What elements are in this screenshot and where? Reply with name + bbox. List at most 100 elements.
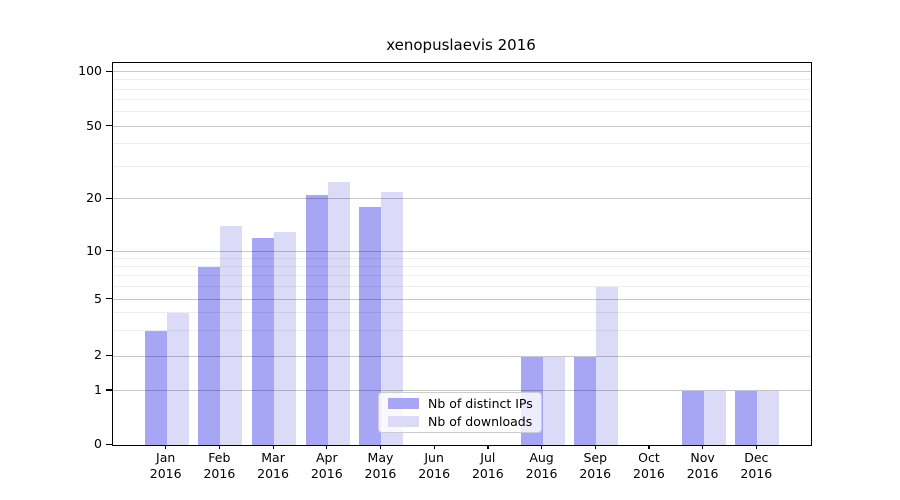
x-tick-label-mar: Mar 2016 [241,450,305,482]
minor-gridline-30 [113,166,811,168]
y-tick-label-20: 20 [86,190,102,206]
x-tick-mark-jan [165,445,167,449]
y-tick-mark-1 [106,389,112,391]
x-tick-year: 2016 [418,466,451,481]
x-tick-label-aug: Aug 2016 [510,450,574,482]
major-gridline-50 [113,125,811,127]
bar-downloads-jan [166,313,189,445]
x-tick-year: 2016 [525,466,558,481]
bar-downloads-aug [542,356,565,445]
y-tick-label-2: 2 [94,347,102,363]
x-tick-month: Apr [315,450,338,465]
x-tick-label-apr: Apr 2016 [295,450,359,482]
x-tick-year: 2016 [310,466,343,481]
y-tick-mark-5 [106,298,112,300]
minor-gridline-40 [113,143,811,145]
x-tick-year: 2016 [257,466,289,481]
bar-distinct-ips-feb [198,267,221,445]
bar-downloads-feb [220,226,243,445]
bar-distinct-ips-sep [574,356,597,445]
x-tick-label-oct: Oct 2016 [617,450,681,482]
x-tick-year: 2016 [686,466,719,481]
x-tick-mark-mar [272,445,274,449]
major-gridline-10 [113,250,811,252]
x-tick-month: Mar [261,450,285,465]
bar-downloads-nov [703,391,726,445]
y-tick-mark-10 [106,250,112,252]
x-tick-month: Jul [480,450,496,465]
minor-gridline-70 [113,99,811,101]
bar-distinct-ips-nov [681,391,704,445]
x-tick-label-feb: Feb 2016 [187,450,251,482]
x-tick-label-dec: Dec 2016 [724,450,788,482]
y-tick-mark-0 [106,443,112,445]
x-tick-month: Jun [424,450,444,465]
y-tick-mark-20 [106,197,112,199]
x-tick-month: Dec [744,450,769,465]
x-tick-mark-feb [218,445,221,449]
x-tick-year: 2016 [579,466,612,481]
legend-label-downloads: Nb of downloads [428,414,533,429]
legend: Nb of distinct IPs Nb of downloads [378,392,542,433]
x-tick-year: 2016 [740,466,773,481]
x-tick-year: 2016 [149,466,182,481]
bar-downloads-mar [274,231,297,445]
x-tick-mark-apr [326,445,328,449]
x-tick-mark-sep [594,445,596,449]
legend-swatch-distinct-ips [388,398,419,409]
x-tick-month: Aug [529,450,554,465]
minor-gridline-60 [113,111,811,113]
x-tick-month: May [367,450,394,465]
y-tick-label-0: 0 [94,436,102,451]
x-tick-label-sep: Sep 2016 [563,450,627,482]
x-tick-label-nov: Nov 2016 [671,450,735,482]
x-tick-label-jul: Jul 2016 [456,450,520,482]
bar-downloads-apr [327,181,350,445]
minor-gridline-80 [113,88,811,90]
minor-gridline-9 [113,258,811,259]
x-tick-month: Oct [638,450,660,465]
x-tick-mark-may [379,445,382,449]
bar-downloads-may [381,191,404,445]
x-tick-mark-dec [755,445,757,449]
x-tick-label-jun: Jun 2016 [402,450,466,482]
x-tick-label-may: May 2016 [348,450,412,482]
x-tick-month: Sep [583,450,607,465]
bar-distinct-ips-apr [305,195,328,445]
x-tick-year: 2016 [471,466,504,481]
x-tick-month: Nov [690,450,715,465]
x-tick-mark-oct [648,445,650,449]
x-tick-month: Jan [156,450,176,465]
y-tick-label-10: 10 [86,242,102,258]
bar-downloads-sep [596,287,619,445]
bar-distinct-ips-may [359,207,382,445]
y-tick-label-100: 100 [78,63,102,78]
x-tick-mark-nov [702,445,704,449]
x-tick-mark-jun [433,445,435,449]
y-tick-label-1: 1 [94,381,102,397]
bar-distinct-ips-mar [252,237,275,445]
y-tick-label-50: 50 [86,117,102,133]
x-tick-label-jan: Jan 2016 [134,450,198,482]
x-tick-year: 2016 [203,466,236,481]
chart-title: xenopuslaevis 2016 [386,36,536,54]
y-tick-mark-50 [106,125,112,127]
x-tick-year: 2016 [633,466,665,481]
x-tick-year: 2016 [364,466,397,481]
major-gridline-100 [113,71,811,73]
bar-distinct-ips-jan [144,331,167,445]
bar-distinct-ips-dec [735,391,758,445]
major-gridline-20 [113,198,811,200]
y-tick-mark-100 [106,70,112,72]
y-tick-mark-2 [106,354,112,357]
legend-item-distinct-ips: Nb of distinct IPs [379,396,541,411]
x-tick-month: Feb [208,450,231,465]
legend-label-distinct-ips: Nb of distinct IPs [428,396,533,411]
x-tick-mark-jul [487,445,489,449]
minor-gridline-90 [113,79,811,81]
x-tick-mark-aug [541,445,543,449]
bar-downloads-dec [757,391,780,445]
y-tick-label-5: 5 [94,290,102,306]
legend-item-downloads: Nb of downloads [379,414,541,429]
